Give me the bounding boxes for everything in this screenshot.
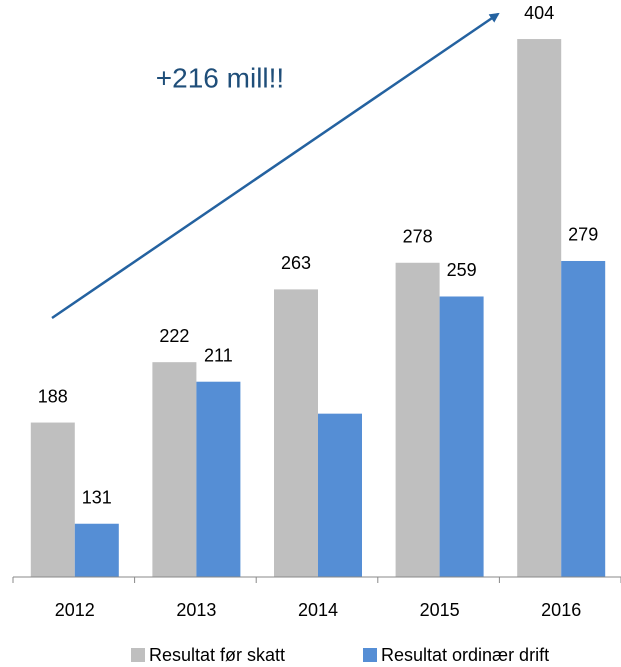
data-label: 404 <box>524 3 554 23</box>
bar <box>30 422 75 577</box>
data-label: 188 <box>38 386 68 406</box>
bar <box>439 296 484 577</box>
bar <box>74 523 119 577</box>
legend-label: Resultat ordinær drift <box>381 645 549 665</box>
x-tick-label: 2013 <box>176 600 216 620</box>
bar <box>517 39 562 577</box>
legend-swatch <box>363 648 377 662</box>
x-tick-label: 2012 <box>55 600 95 620</box>
bar <box>561 260 606 577</box>
data-label: 211 <box>204 345 233 365</box>
data-label: 259 <box>447 260 477 280</box>
legend-label: Resultat før skatt <box>149 645 285 665</box>
bar <box>196 381 241 577</box>
data-label: 278 <box>403 227 433 247</box>
data-label: 263 <box>281 253 311 273</box>
bar <box>152 362 197 577</box>
x-tick-label: 2014 <box>298 600 338 620</box>
bar <box>395 262 440 577</box>
x-tick-label: 2016 <box>541 600 581 620</box>
data-label: 279 <box>568 225 598 245</box>
legend-swatch <box>131 648 145 662</box>
x-tick-label: 2015 <box>420 600 460 620</box>
annotation: +216 mill!! <box>156 62 284 93</box>
data-label: 222 <box>159 326 189 346</box>
bar <box>318 413 362 577</box>
bar <box>274 289 318 577</box>
data-label: 131 <box>82 487 112 507</box>
trend-arrow <box>51 12 500 320</box>
